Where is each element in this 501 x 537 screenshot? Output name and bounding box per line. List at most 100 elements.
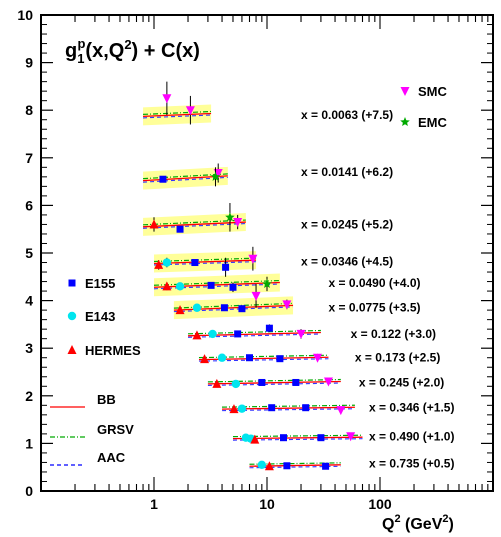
marker-triangle-up <box>175 305 185 315</box>
marker-star <box>400 117 410 126</box>
marker-square <box>68 279 76 287</box>
y-tick-label: 10 <box>17 7 33 23</box>
curve-bb <box>153 281 280 288</box>
marker-triangle-down <box>346 432 356 442</box>
marker-star <box>225 212 235 222</box>
bin-label: x = 0.0141 (+6.2) <box>301 165 393 179</box>
marker-square <box>268 404 276 412</box>
marker-star <box>262 278 272 288</box>
bin-labels: x = 0.0063 (+7.5) x = 0.0141 (+6.2) x = 0.… <box>301 108 454 470</box>
curve-aac <box>207 382 341 386</box>
axis-ticks: 0 1 2 3 4 5 6 7 8 9 10 1 10 100 <box>17 7 493 512</box>
y-tick-label: 0 <box>25 483 33 499</box>
y-tick-label: 4 <box>25 293 33 309</box>
marker-circle <box>208 329 217 339</box>
bin-label: x = 0.122 (+3.0) <box>351 327 436 341</box>
marker-triangle-down <box>282 300 292 310</box>
marker-triangle-up <box>250 434 260 444</box>
marker-triangle-down <box>336 406 346 416</box>
marker-circle <box>67 311 77 321</box>
x-tick-label: 100 <box>368 496 392 512</box>
marker-triangle-down <box>233 218 243 228</box>
bin-label: x = 0.735 (+0.5) <box>369 456 454 470</box>
legend-label: AAC <box>97 450 126 465</box>
marker-star <box>210 171 221 181</box>
marker-triangle-up <box>229 404 239 414</box>
legend-label: GRSV <box>97 422 134 437</box>
marker-square <box>159 175 167 183</box>
marker-square <box>191 259 199 267</box>
marker-triangle-down <box>296 329 306 339</box>
y-tick-label: 8 <box>25 102 33 118</box>
y-tick-label: 1 <box>25 435 33 451</box>
marker-square <box>245 354 253 362</box>
y-tick-label: 6 <box>25 197 33 213</box>
bin-label: x = 0.0346 (+4.5) <box>301 255 393 269</box>
marker-circle <box>162 258 172 267</box>
marker-square <box>322 462 330 470</box>
marker-square <box>317 434 325 442</box>
marker-triangle-down <box>323 377 333 387</box>
legend-label: E155 <box>85 276 115 291</box>
marker-triangle-up <box>200 354 210 364</box>
marker-triangle-down <box>251 291 261 301</box>
marker-square <box>258 378 266 386</box>
y-tick-label: 5 <box>25 245 33 261</box>
bin-label: x = 0.0245 (+5.2) <box>301 217 393 231</box>
marker-square <box>238 305 246 313</box>
legend-label: HERMES <box>85 343 141 358</box>
marker-square <box>220 304 228 312</box>
legend-label: SMC <box>418 84 448 99</box>
y-tick-label: 2 <box>25 388 33 404</box>
bin-label: x = 0.0063 (+7.5) <box>301 108 393 122</box>
marker-circle <box>217 353 227 362</box>
marker-circle <box>257 460 267 470</box>
curve-aac <box>153 261 257 266</box>
marker-square <box>283 462 291 470</box>
bin-label: x = 0.173 (+2.5) <box>355 351 440 365</box>
bin-label: x = 0.346 (+1.5) <box>369 401 454 415</box>
marker-triangle-up <box>154 259 164 269</box>
curve-bb <box>207 380 341 385</box>
marker-square <box>265 324 273 332</box>
marker-square <box>302 404 310 412</box>
marker-triangle-up <box>264 461 274 471</box>
marker-triangle-down <box>313 353 323 363</box>
y-tick-label: 3 <box>25 340 33 356</box>
marker-circle <box>237 404 247 413</box>
bin-label: x = 0.0775 (+3.5) <box>328 300 420 314</box>
curve-grsv <box>143 173 228 180</box>
marker-square <box>280 434 288 442</box>
curve-aac <box>173 306 294 313</box>
marker-triangle-down <box>162 94 172 104</box>
y-tick-label: 9 <box>25 55 33 71</box>
marker-triangle-down <box>248 254 258 264</box>
marker-square <box>292 378 300 386</box>
bin-label: x = 0.490 (+1.0) <box>369 429 454 443</box>
legend: SMC EMC E155 E143 HERMES BB GRSV AAC <box>50 84 448 466</box>
marker-square <box>222 263 230 271</box>
data-points <box>149 81 356 471</box>
marker-triangle-up <box>67 345 77 354</box>
curve-grsv <box>143 110 212 115</box>
legend-label: EMC <box>418 115 448 130</box>
marker-circle <box>192 303 202 312</box>
marker-square <box>229 283 237 291</box>
curve-grsv <box>153 279 280 286</box>
curve-aac <box>143 223 246 229</box>
legend-label: E143 <box>85 309 115 324</box>
curve-aac <box>143 114 212 119</box>
marker-square <box>207 281 215 289</box>
x-tick-label: 1 <box>150 496 158 512</box>
marker-triangle-up <box>192 330 202 340</box>
marker-triangle-down <box>400 87 410 96</box>
marker-square <box>176 225 184 233</box>
x-axis-label: Q2 (GeV2) <box>382 513 454 533</box>
bin-label: x = 0.0490 (+4.0) <box>328 276 420 290</box>
curve-grsv <box>153 257 257 263</box>
curve-bb <box>143 221 246 228</box>
marker-triangle-up <box>149 219 159 229</box>
curve-grsv <box>143 219 246 226</box>
y-tick-label: 7 <box>25 150 33 166</box>
